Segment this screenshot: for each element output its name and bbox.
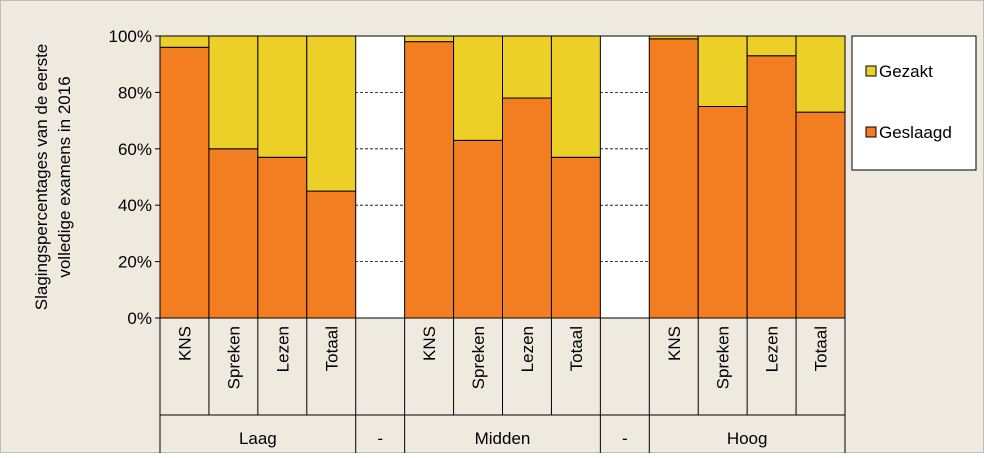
legend-box bbox=[851, 35, 977, 171]
bar-gezakt bbox=[550, 35, 601, 158]
bar-geslaagd bbox=[697, 106, 748, 319]
group-label: Hoog bbox=[727, 429, 768, 448]
bar-gezakt bbox=[208, 35, 259, 150]
category-label: KNS bbox=[175, 326, 194, 361]
bar-geslaagd bbox=[746, 55, 797, 319]
y-tick-label: 100% bbox=[109, 27, 152, 46]
legend-swatch-geslaagd bbox=[865, 126, 877, 138]
legend-label-gezakt: Gezakt bbox=[879, 62, 933, 81]
bar-gezakt bbox=[306, 35, 357, 192]
y-tick-label: 80% bbox=[118, 83, 152, 102]
category-label: KNS bbox=[665, 326, 684, 361]
group-label: Laag bbox=[239, 429, 277, 448]
y-tick-label: 40% bbox=[118, 196, 152, 215]
category-label: Lezen bbox=[273, 326, 292, 372]
group-label: - bbox=[377, 429, 383, 448]
bar-geslaagd bbox=[795, 111, 846, 319]
category-label: Lezen bbox=[763, 326, 782, 372]
bar-gezakt bbox=[697, 35, 748, 107]
bar-geslaagd bbox=[404, 41, 455, 319]
y-tick-label: 0% bbox=[127, 309, 152, 328]
y-tick-label: 60% bbox=[118, 140, 152, 159]
bar-geslaagd bbox=[159, 46, 210, 319]
category-label: Spreken bbox=[224, 326, 243, 389]
bar-geslaagd bbox=[453, 139, 504, 319]
bar-geslaagd bbox=[257, 156, 308, 319]
bar-gezakt bbox=[404, 35, 455, 43]
bar-gezakt bbox=[502, 35, 552, 99]
bar-gezakt bbox=[453, 35, 504, 141]
category-label: Spreken bbox=[714, 326, 733, 389]
bar-geslaagd bbox=[306, 190, 357, 319]
category-label: Totaal bbox=[322, 326, 341, 371]
group-label: Midden bbox=[475, 429, 531, 448]
legend-swatch-gezakt bbox=[865, 65, 877, 77]
bar-geslaagd bbox=[502, 97, 552, 319]
category-label: Lezen bbox=[518, 326, 537, 372]
bar-geslaagd bbox=[208, 148, 259, 319]
bar-geslaagd bbox=[550, 156, 601, 319]
category-label: KNS bbox=[420, 326, 439, 361]
bar-gezakt bbox=[795, 35, 846, 113]
bar-gezakt bbox=[257, 35, 308, 158]
category-label: Totaal bbox=[812, 326, 831, 371]
group-label: - bbox=[622, 429, 628, 448]
y-axis-title-line: Slagingspercentages van de eerste bbox=[32, 44, 51, 311]
bar-geslaagd bbox=[648, 38, 699, 319]
y-tick-label: 20% bbox=[118, 253, 152, 272]
bar-gezakt bbox=[159, 35, 210, 48]
category-label: Totaal bbox=[567, 326, 586, 371]
legend-label-geslaagd: Geslaagd bbox=[879, 123, 952, 142]
bar-gezakt bbox=[746, 35, 797, 57]
y-axis-title-line: volledige examens in 2016 bbox=[55, 76, 74, 277]
category-label: Spreken bbox=[469, 326, 488, 389]
